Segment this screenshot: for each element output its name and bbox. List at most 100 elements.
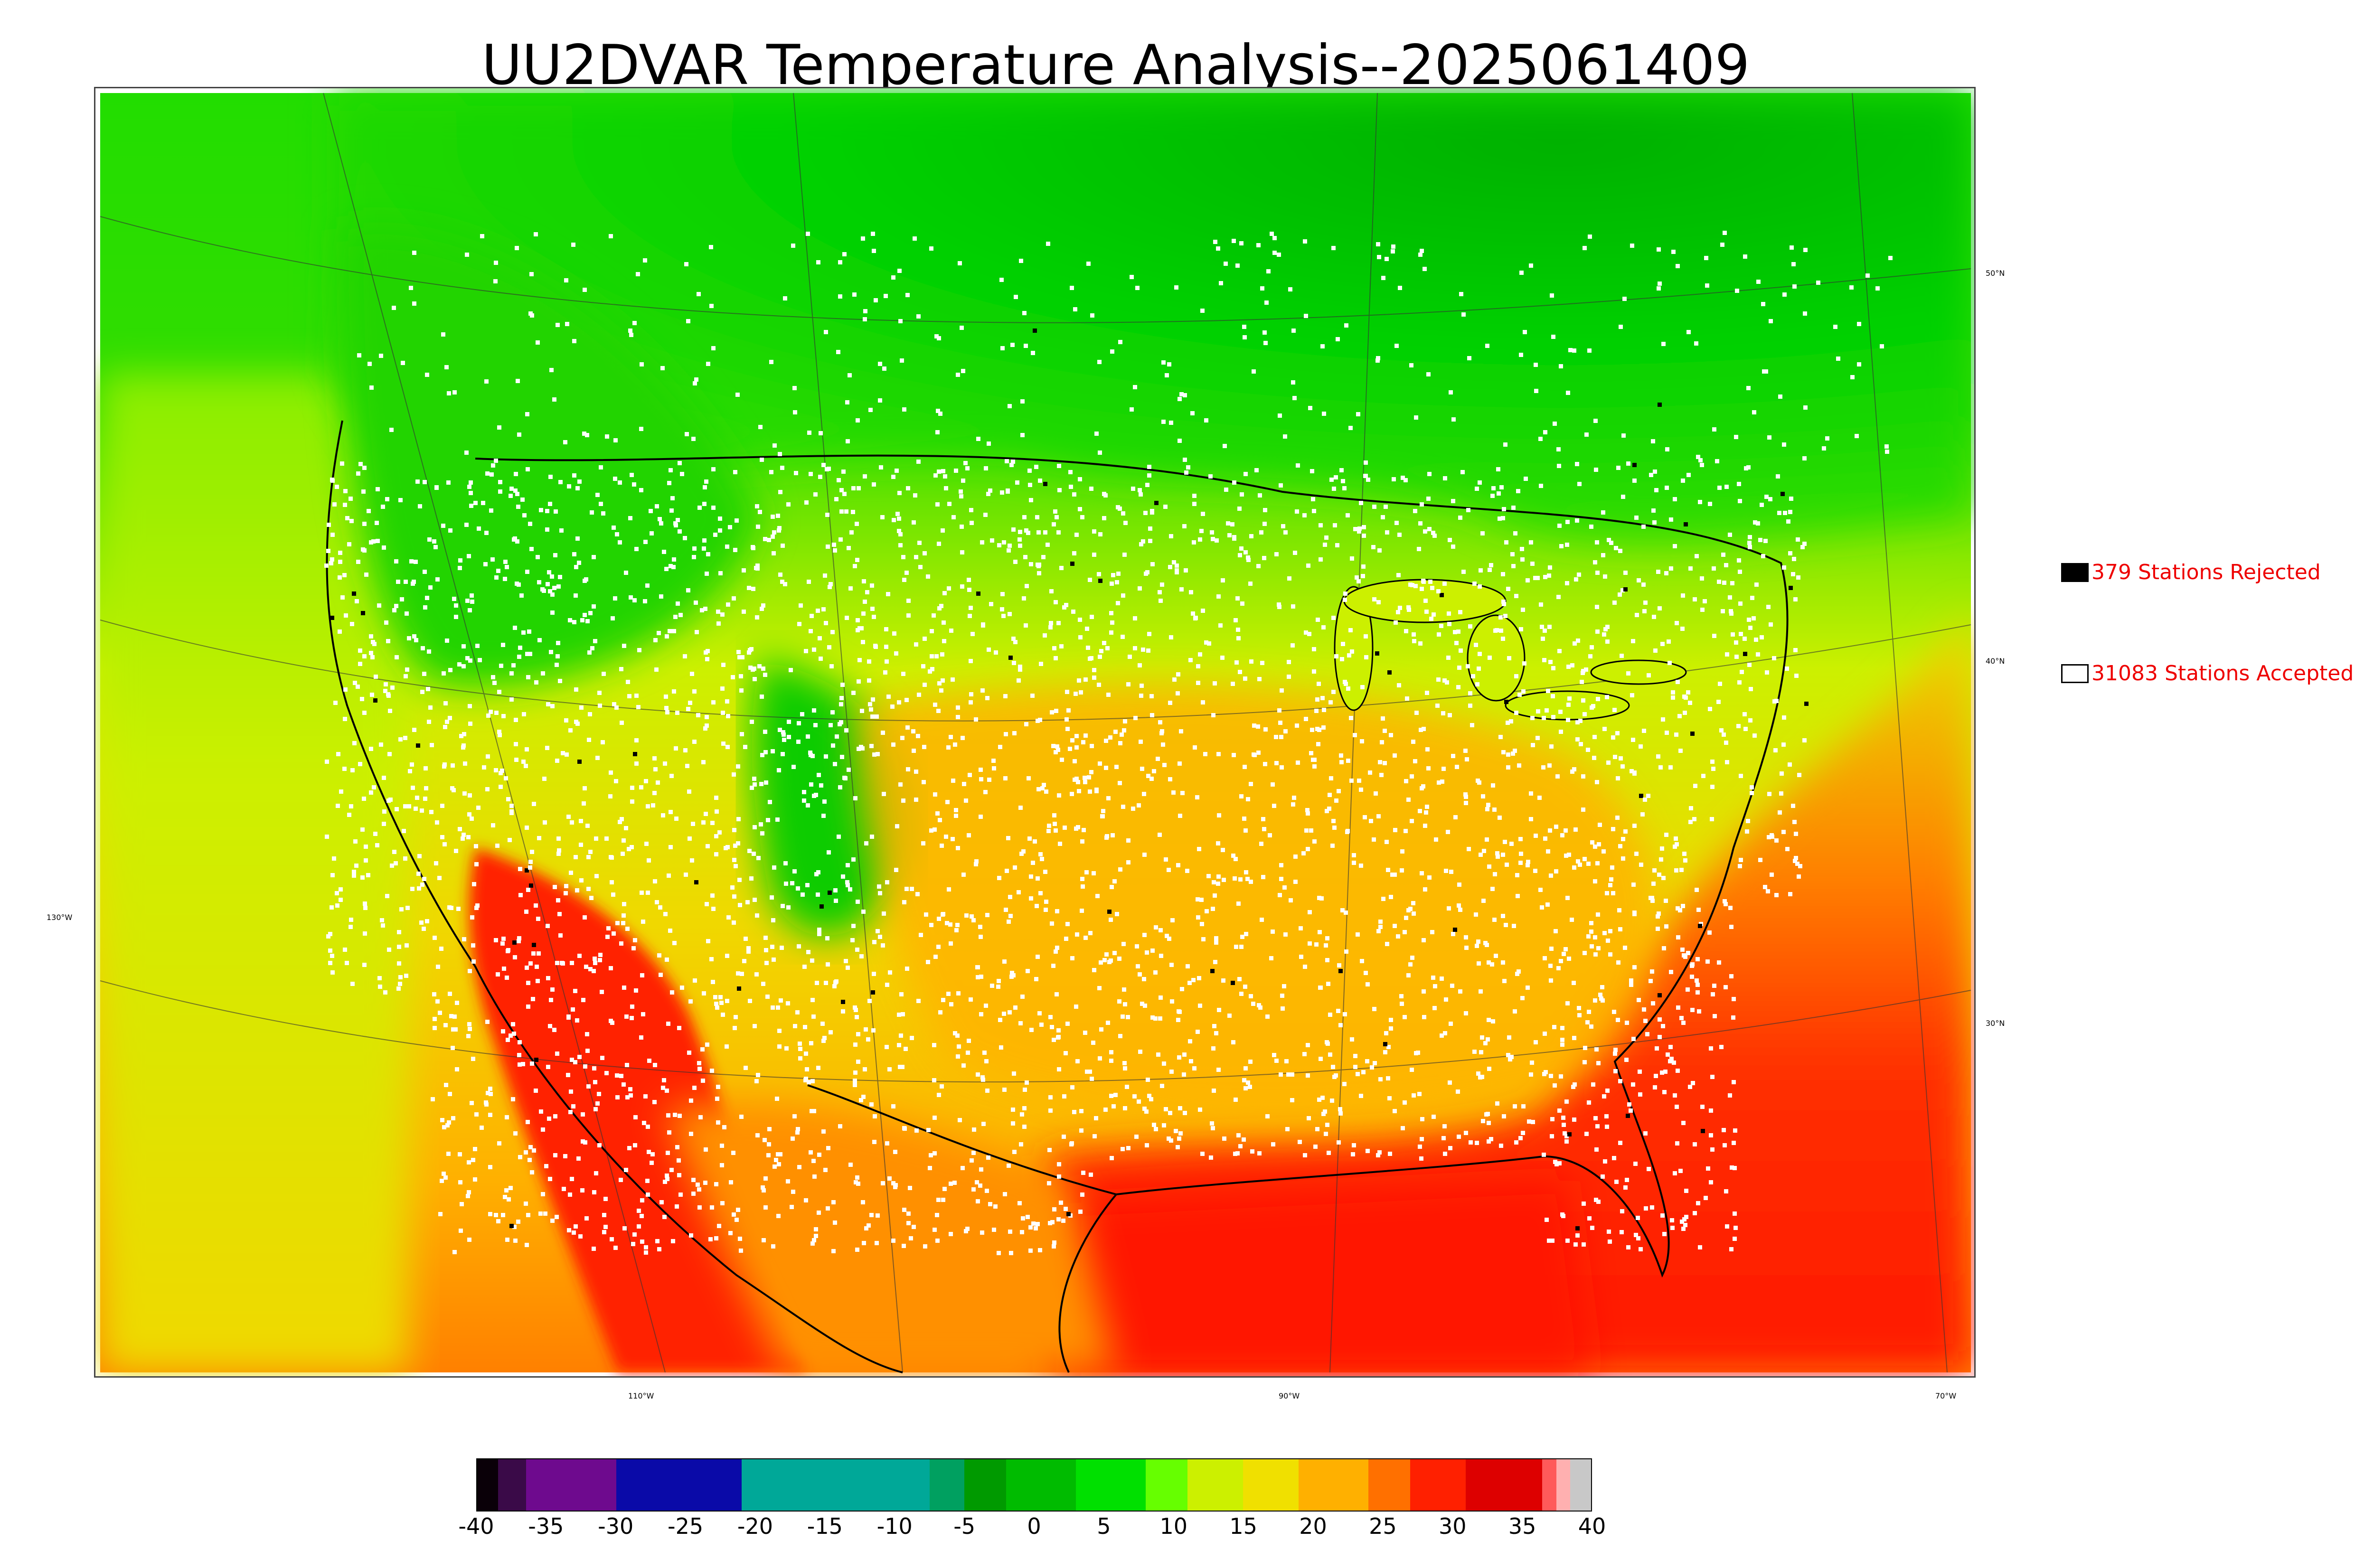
station-marker	[1376, 929, 1381, 933]
station-marker	[747, 849, 752, 853]
station-marker	[1274, 761, 1279, 765]
station-marker	[987, 778, 991, 782]
station-marker	[900, 736, 904, 740]
station-marker	[1745, 829, 1749, 834]
station-marker	[1546, 849, 1550, 854]
station-marker	[1075, 932, 1079, 937]
station-marker	[669, 774, 674, 778]
station-marker	[1526, 860, 1530, 864]
station-marker	[1739, 632, 1743, 636]
station-marker	[1470, 723, 1474, 727]
station-marker	[600, 990, 604, 994]
station-marker	[1660, 846, 1664, 851]
station-marker	[1122, 728, 1126, 732]
station-marker	[1413, 759, 1417, 763]
station-marker	[776, 1152, 780, 1156]
station-marker	[1366, 1149, 1370, 1153]
station-marker	[774, 1158, 778, 1162]
station-marker	[916, 314, 921, 319]
station-marker	[574, 1224, 578, 1229]
station-marker	[937, 469, 941, 474]
station-marker	[922, 745, 926, 749]
station-marker	[557, 912, 562, 916]
station-marker	[1372, 1007, 1376, 1011]
station-marker	[396, 580, 400, 584]
station-marker	[1196, 915, 1200, 920]
station-marker	[739, 688, 744, 693]
station-marker	[1385, 257, 1389, 261]
station-marker	[517, 939, 521, 943]
station-marker	[659, 973, 663, 977]
station-marker	[1618, 549, 1622, 553]
station-marker	[1788, 762, 1792, 767]
station-marker	[900, 358, 904, 363]
station-marker	[1497, 491, 1501, 496]
station-marker	[1099, 649, 1103, 653]
station-marker	[1200, 1152, 1205, 1156]
station-marker	[1378, 925, 1383, 929]
station-marker	[1246, 1080, 1250, 1085]
station-marker	[1017, 537, 1022, 542]
station-marker	[390, 864, 394, 868]
station-marker	[1200, 309, 1205, 313]
station-marker	[1695, 888, 1699, 892]
station-marker	[1615, 816, 1620, 820]
station-marker	[1403, 1015, 1407, 1019]
station-marker	[1262, 556, 1266, 560]
station-marker	[1192, 494, 1196, 498]
station-marker	[1640, 812, 1645, 817]
station-marker	[595, 1101, 600, 1106]
station-marker	[1147, 473, 1151, 478]
station-marker	[1594, 468, 1598, 472]
station-marker	[1541, 637, 1545, 641]
station-marker	[1081, 1171, 1085, 1175]
station-marker	[1542, 1072, 1546, 1076]
station-marker	[817, 1211, 821, 1215]
station-marker	[771, 515, 775, 519]
station-marker	[664, 706, 669, 710]
station-marker	[801, 892, 805, 897]
station-marker	[1126, 1015, 1130, 1019]
station-marker	[604, 836, 609, 841]
station-marker	[772, 1164, 777, 1169]
station-marker	[458, 827, 462, 831]
station-marker	[1031, 1221, 1036, 1226]
station-marker	[1623, 571, 1628, 575]
station-marker	[494, 768, 498, 772]
station-marker	[1547, 1239, 1551, 1243]
station-marker	[610, 1237, 614, 1241]
station-marker	[1159, 995, 1163, 1000]
station-marker	[1303, 965, 1307, 969]
station-marker	[697, 1205, 702, 1210]
station-marker	[1747, 618, 1751, 622]
station-marker	[1389, 733, 1393, 737]
station-marker	[664, 695, 668, 699]
station-marker	[945, 800, 950, 804]
station-marker	[933, 1151, 937, 1155]
station-marker	[1795, 862, 1799, 866]
station-marker	[626, 680, 630, 684]
station-marker	[1036, 955, 1040, 959]
station-marker	[1149, 694, 1154, 698]
station-marker	[1094, 1116, 1098, 1120]
station-marker	[1444, 869, 1448, 873]
station-marker	[1090, 1077, 1094, 1081]
station-marker	[339, 789, 343, 794]
station-marker	[818, 475, 822, 479]
station-marker	[1629, 1108, 1633, 1113]
station-marker	[1426, 372, 1431, 376]
station-marker	[934, 334, 939, 338]
station-marker	[1577, 1013, 1582, 1017]
station-marker	[1097, 986, 1102, 990]
station-marker	[817, 1153, 821, 1157]
station-marker	[536, 555, 540, 559]
station-marker	[750, 720, 754, 724]
station-marker	[849, 530, 854, 535]
station-marker	[1295, 509, 1299, 514]
station-marker	[1651, 882, 1656, 886]
station-marker	[1013, 560, 1017, 564]
station-marker	[349, 925, 353, 929]
station-marker	[1658, 403, 1662, 407]
station-marker	[1216, 594, 1221, 599]
station-marker	[1347, 653, 1351, 657]
